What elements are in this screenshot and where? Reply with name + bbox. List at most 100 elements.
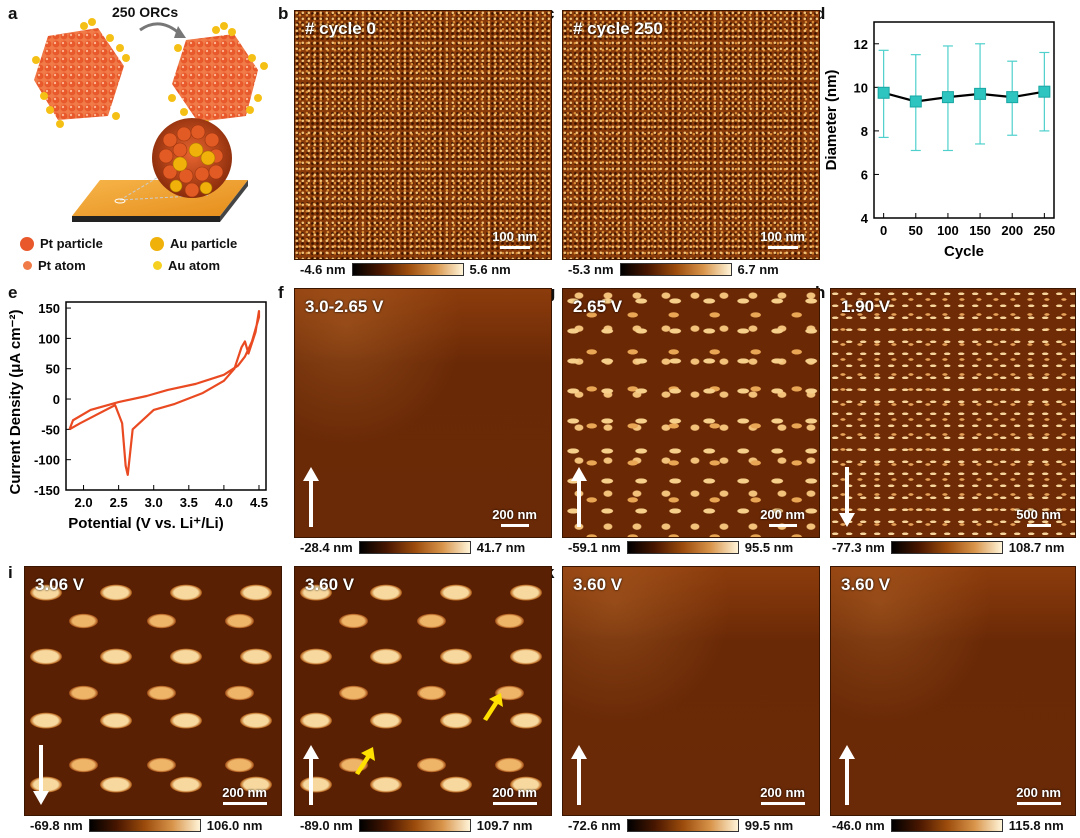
scale-bar: 200 nm (222, 785, 267, 805)
cycles-label: 250 ORCs (112, 4, 179, 20)
y-tick-label: 6 (861, 167, 868, 182)
x-tick-label: 250 (1034, 223, 1056, 238)
x-tick-label: 3.0 (145, 495, 163, 510)
au-atom-icon (153, 261, 162, 270)
data-point (1038, 85, 1051, 98)
afm-image-f: 3.0-2.65 V 200 nm (294, 288, 552, 538)
x-tick-label: 200 (1001, 223, 1023, 238)
colorbar-k: -72.6 nm 99.5 nm (568, 818, 794, 833)
legend-pt-particle: Pt particle (20, 236, 103, 251)
scale-bar: 200 nm (760, 507, 805, 527)
y-axis-label: Diameter (nm) (823, 70, 840, 171)
data-point (1006, 91, 1019, 104)
y-tick-label: 0 (53, 392, 60, 407)
arrow-up-icon (839, 745, 855, 805)
schematic-illustration (32, 18, 268, 222)
afm-label: 1.90 V (841, 297, 891, 316)
y-tick-label: 8 (861, 124, 868, 139)
x-tick-label: 150 (969, 223, 991, 238)
scale-bar: 200 nm (492, 507, 537, 527)
colorbar-f: -28.4 nm 41.7 nm (300, 540, 526, 555)
x-tick-label: 100 (937, 223, 959, 238)
colorbar-g: -59.1 nm 95.5 nm (568, 540, 794, 555)
panel-letter-a: a (8, 4, 18, 23)
afm-image-j: 3.60 V 200 nm (294, 566, 552, 816)
panel-letter-h: h (815, 283, 826, 302)
legend-pt-atom: Pt atom (23, 258, 86, 273)
arrow-down-icon (33, 745, 49, 805)
data-point (974, 87, 987, 100)
arrow-up-icon (303, 467, 319, 527)
x-tick-label: 0 (880, 223, 887, 238)
scale-bar: 100 nm (492, 229, 537, 249)
y-tick-label: 100 (38, 331, 60, 346)
legend-au-atom: Au atom (153, 258, 220, 273)
afm-image-b: # cycle 0 100 nm (294, 10, 552, 260)
afm-image-c: # cycle 250 100 nm (562, 10, 820, 260)
panel-letter-b: b (278, 4, 289, 23)
afm-image-g: 2.65 V 200 nm (562, 288, 820, 538)
panel-letter-f: f (278, 283, 284, 302)
x-axis-label: Potential (V vs. Li⁺/Li) (68, 515, 223, 532)
transform-arrow (139, 22, 182, 36)
colorbar-j: -89.0 nm 109.7 nm (300, 818, 533, 833)
x-tick-label: 4.5 (250, 495, 268, 510)
scale-bar: 200 nm (760, 785, 805, 805)
data-point (877, 86, 890, 99)
afm-label: 3.0-2.65 V (305, 297, 384, 316)
data-point (909, 95, 922, 108)
scale-bar: 200 nm (1016, 785, 1061, 805)
yellow-arrow-icon (483, 693, 503, 721)
legend-au-particle: Au particle (150, 236, 237, 251)
colorbar-h: -77.3 nm 108.7 nm (832, 540, 1065, 555)
yellow-arrow-icon (355, 747, 375, 775)
afm-label: # cycle 0 (305, 19, 376, 38)
arrow-down-icon (839, 467, 855, 527)
y-tick-label: 12 (854, 37, 868, 52)
y-tick-label: -50 (41, 422, 60, 437)
afm-label: 3.60 V (841, 575, 891, 594)
colorbar-i: -69.8 nm 106.0 nm (30, 818, 263, 833)
x-tick-label: 4.0 (215, 495, 233, 510)
arrow-up-icon (303, 745, 319, 805)
y-tick-label: -100 (34, 453, 60, 468)
pt-atom-icon (23, 261, 32, 270)
au-particle-icon (150, 236, 164, 251)
pt-particle-icon (20, 236, 34, 251)
chart-cv-curve: 2.0 2.5 3.0 3.5 4.0 4.5 -150 -100 -50 0 50 100 150 Po… (7, 301, 268, 532)
panel-letter-i: i (8, 563, 13, 582)
x-axis-label: Cycle (944, 243, 984, 260)
afm-label: 2.65 V (573, 297, 623, 316)
x-tick-label: 50 (909, 223, 923, 238)
pt-particle-before (34, 28, 124, 120)
afm-image-l: 3.60 V 200 nm (830, 566, 1076, 816)
afm-image-i: 3.06 V 200 nm (24, 566, 282, 816)
colorbar-c: -5.3 nm 6.7 nm (568, 262, 779, 277)
colorbar-l: -46.0 nm 115.8 nm (832, 818, 1064, 833)
afm-label: 3.60 V (573, 575, 623, 594)
series-line (883, 90, 1045, 103)
scale-bar: 200 nm (492, 785, 537, 805)
afm-label: 3.60 V (305, 575, 355, 594)
cv-curve (68, 309, 261, 476)
y-tick-label: 10 (854, 80, 868, 95)
afm-label: 3.06 V (35, 575, 85, 594)
y-axis-label: Current Density (μA cm⁻²) (7, 310, 24, 495)
y-tick-label: 150 (38, 301, 60, 316)
schematic-panel: 250 ORCs (20, 0, 270, 280)
afm-label: # cycle 250 (573, 19, 663, 38)
y-tick-label: -150 (34, 483, 60, 498)
chart-diameter-vs-cycle: 0 50 100 150 200 250 4 6 8 10 12 Cycle Diameter (nm) (823, 21, 1056, 260)
x-tick-label: 2.0 (75, 495, 93, 510)
scale-bar: 100 nm (760, 229, 805, 249)
x-tick-label: 3.5 (180, 495, 198, 510)
y-tick-label: 4 (861, 211, 869, 226)
x-tick-label: 2.5 (110, 495, 128, 510)
plot-frame (873, 21, 1055, 219)
arrow-up-icon (571, 745, 587, 805)
plot-frame (65, 301, 267, 491)
arrow-up-icon (571, 467, 587, 527)
scale-bar: 500 nm (1016, 507, 1061, 527)
afm-image-h: 1.90 V 500 nm (830, 288, 1076, 538)
panel-letter-e: e (8, 283, 18, 302)
